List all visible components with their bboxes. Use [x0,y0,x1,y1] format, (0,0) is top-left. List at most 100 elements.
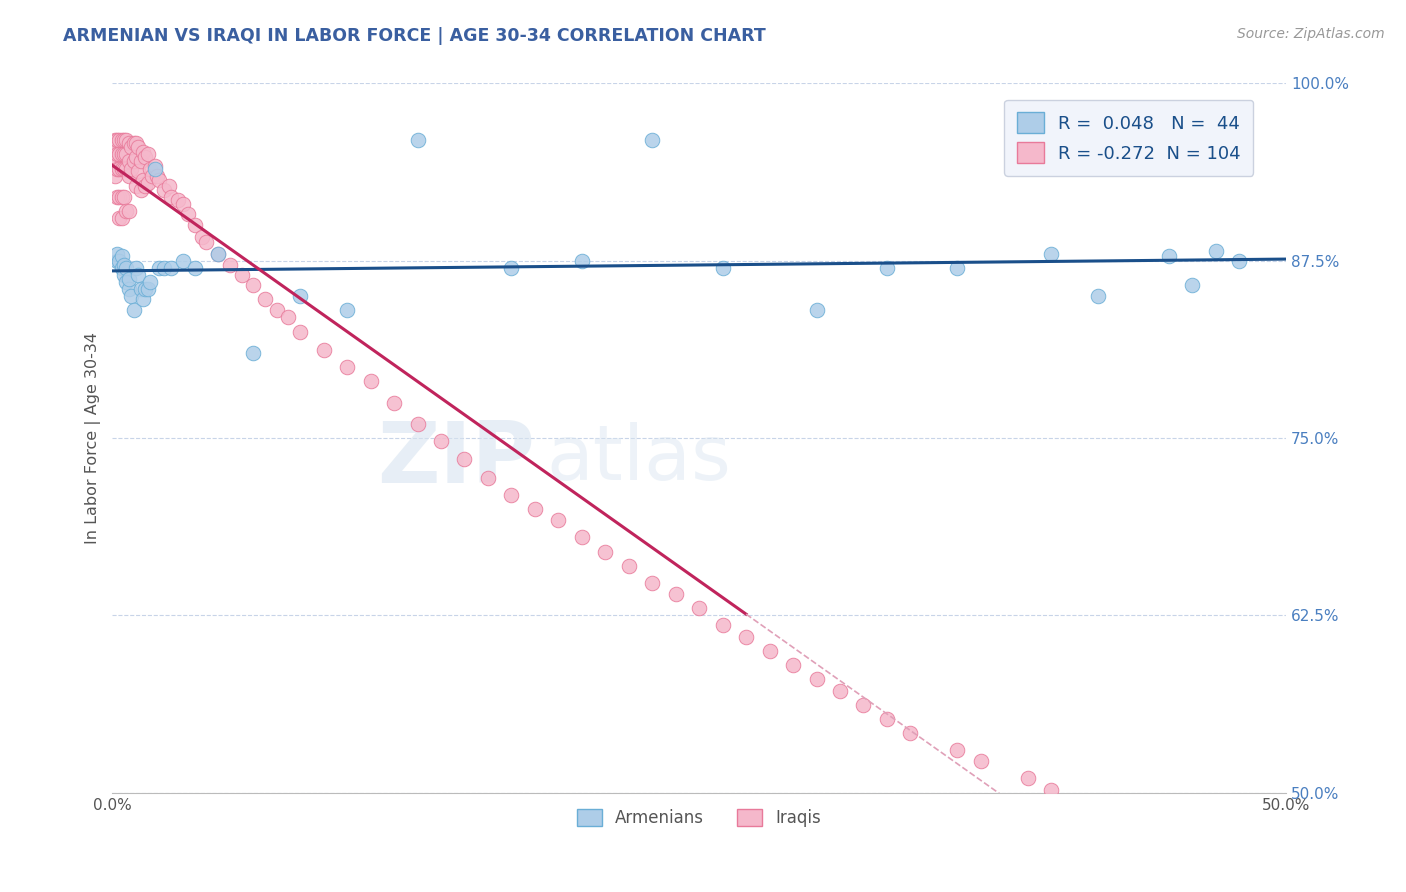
Point [172,253,194,268]
Point [111,147,134,161]
Point [571,253,593,268]
Point [132,292,155,306]
Point [104,169,127,183]
Point [122,136,145,150]
Point [617,558,640,573]
Point [108,161,131,176]
Point [501,260,523,275]
Legend: Armenians, Iraqis: Armenians, Iraqis [571,803,828,834]
Point [105,133,128,147]
Point [277,310,299,325]
Point [115,260,138,275]
Point [183,260,205,275]
Point [501,488,523,502]
Point [207,246,229,260]
Point [148,173,170,187]
Point [134,178,156,193]
Point [218,258,240,272]
Point [118,169,141,183]
Point [115,275,138,289]
Point [253,292,276,306]
Point [104,140,127,154]
Point [129,154,152,169]
Point [115,147,138,161]
Point [1205,244,1227,258]
Point [136,282,159,296]
Point [111,133,134,147]
Point [108,211,131,226]
Point [143,161,166,176]
Point [111,161,134,176]
Point [1040,246,1063,260]
Point [112,147,135,161]
Point [758,644,780,658]
Point [288,325,311,339]
Point [112,268,135,282]
Point [806,672,828,686]
Point [112,258,135,272]
Point [125,260,148,275]
Point [105,190,128,204]
Point [125,136,148,150]
Point [118,154,141,169]
Point [172,197,194,211]
Point [571,530,593,544]
Point [129,183,152,197]
Point [125,150,148,164]
Point [148,260,170,275]
Point [946,743,969,757]
Point [1063,800,1085,814]
Point [970,755,993,769]
Point [108,147,131,161]
Point [900,726,922,740]
Point [946,260,969,275]
Point [852,698,875,712]
Point [108,190,131,204]
Point [806,303,828,318]
Point [134,282,156,296]
Point [104,133,127,147]
Point [195,235,218,250]
Point [406,417,429,431]
Point [132,173,155,187]
Point [111,250,134,264]
Point [111,190,134,204]
Point [112,133,135,147]
Point [118,204,141,219]
Point [1133,839,1156,854]
Point [115,161,138,176]
Point [1040,782,1063,797]
Point [104,150,127,164]
Point [146,169,169,183]
Point [688,601,710,615]
Text: atlas: atlas [547,422,731,496]
Point [1087,811,1109,825]
Text: Source: ZipAtlas.com: Source: ZipAtlas.com [1237,27,1385,41]
Point [105,161,128,176]
Point [118,136,141,150]
Point [336,303,359,318]
Point [139,275,162,289]
Point [105,253,128,268]
Point [288,289,311,303]
Point [711,260,734,275]
Point [127,164,149,178]
Point [1087,289,1109,303]
Point [129,282,152,296]
Point [242,346,264,360]
Point [127,268,149,282]
Point [141,169,163,183]
Point [1227,253,1250,268]
Point [382,395,405,409]
Point [547,513,569,527]
Point [336,360,359,375]
Point [183,219,205,233]
Point [595,544,617,558]
Point [406,133,429,147]
Point [207,246,229,260]
Y-axis label: In Labor Force | Age 30-34: In Labor Force | Age 30-34 [86,332,101,544]
Point [136,176,159,190]
Point [108,133,131,147]
Point [190,229,212,244]
Point [782,658,804,673]
